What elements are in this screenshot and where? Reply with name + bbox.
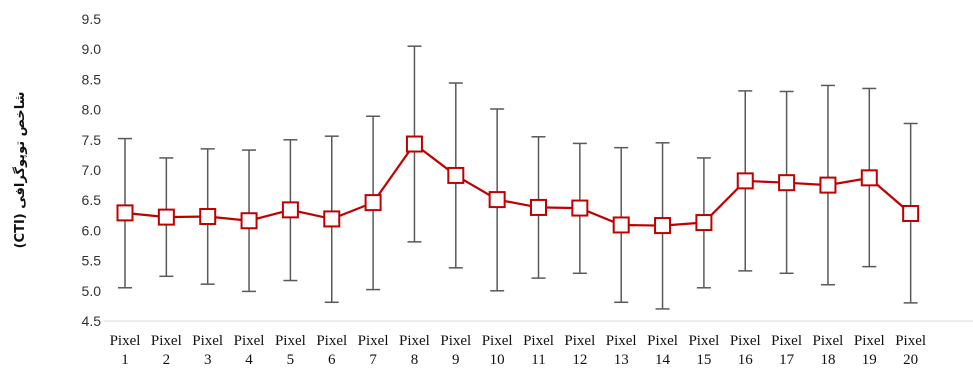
x-tick-label-word: Pixel [523, 333, 554, 349]
y-tick-label: 7.0 [82, 162, 102, 178]
x-tick-label-number: 7 [369, 352, 377, 368]
x-tick-label-word: Pixel [564, 333, 595, 349]
x-tick-label-number: 1 [121, 352, 129, 368]
y-tick-label: 8.5 [82, 71, 102, 87]
data-point-marker [736, 172, 754, 190]
y-tick-label: 6.0 [82, 222, 102, 238]
y-tick-label: 5.0 [82, 283, 102, 299]
x-tick-label-number: 15 [696, 352, 711, 368]
y-tick-label: 9.0 [82, 41, 102, 57]
data-point-marker [571, 199, 589, 217]
x-tick-label-word: Pixel [234, 333, 265, 349]
x-tick-label-number: 3 [204, 352, 212, 368]
data-point-marker [819, 176, 837, 194]
x-tick-label-number: 17 [779, 352, 795, 368]
x-tick-label-word: Pixel [688, 333, 719, 349]
y-axis-ticks: 4.5 5.0 5.5 6.0 6.5 7.0 7.5 8.0 8.5 9.0 9.5 [82, 11, 102, 329]
data-point-marker [530, 198, 547, 216]
x-tick-label-number: 2 [163, 352, 171, 368]
x-tick-label-word: Pixel [275, 333, 306, 349]
data-point-marker [281, 201, 299, 219]
y-tick-label: 8.0 [82, 102, 102, 118]
y-tick-label: 9.5 [82, 11, 102, 27]
x-tick-label-word: Pixel [606, 333, 637, 349]
data-point-marker [116, 204, 134, 222]
data-point-marker [364, 194, 382, 212]
x-tick-label-number: 19 [862, 352, 877, 368]
x-tick-label-number: 10 [490, 352, 505, 368]
x-axis-labels: Pixel 1 Pixel 2 Pixel 3 Pixel 4 Pixel 5 Pixel 6 Pixe… [110, 333, 926, 368]
x-tick-label-word: Pixel [895, 333, 926, 349]
x-tick-label-number: 5 [287, 352, 295, 368]
x-tick-label-word: Pixel [151, 333, 182, 349]
y-axis-title-text: شاخص توپوگرافی (CTI) [12, 92, 28, 249]
x-tick-label-word: Pixel [110, 333, 141, 349]
data-point-marker [612, 216, 630, 234]
x-tick-label-word: Pixel [399, 333, 430, 349]
x-tick-label-word: Pixel [854, 333, 885, 349]
data-point-marker [447, 166, 465, 184]
x-tick-label-number: 14 [655, 352, 671, 368]
data-point-marker [778, 174, 796, 192]
x-tick-label-number: 13 [614, 352, 629, 368]
y-axis-title: شاخص توپوگرافی (CTI) [12, 92, 28, 249]
x-tick-label-number: 18 [820, 352, 835, 368]
y-tick-label: 4.5 [82, 313, 102, 329]
series-markers [116, 135, 920, 235]
y-tick-label: 6.5 [82, 192, 102, 208]
data-point-marker [860, 169, 878, 187]
error-bars [118, 45, 918, 310]
data-point-marker [488, 191, 506, 209]
x-tick-label-word: Pixel [647, 333, 678, 349]
x-tick-label-number: 16 [738, 352, 754, 368]
data-point-marker [405, 135, 423, 153]
data-point-marker [199, 208, 217, 226]
x-tick-label-number: 6 [328, 352, 336, 368]
data-point-marker [323, 210, 341, 228]
y-tick-label: 5.5 [82, 253, 102, 269]
data-point-marker [654, 217, 672, 235]
x-tick-label-word: Pixel [730, 333, 761, 349]
x-tick-label-number: 11 [531, 352, 545, 368]
x-tick-label-word: Pixel [482, 333, 513, 349]
data-point-marker [157, 208, 175, 226]
x-tick-label-word: Pixel [358, 333, 389, 349]
x-tick-label-number: 9 [452, 352, 460, 368]
y-tick-label: 7.5 [82, 132, 102, 148]
x-tick-label-word: Pixel [771, 333, 802, 349]
x-tick-label-word: Pixel [192, 333, 223, 349]
x-tick-label-word: Pixel [813, 333, 844, 349]
x-tick-label-number: 8 [411, 352, 419, 368]
x-tick-label-word: Pixel [440, 333, 471, 349]
x-tick-label-number: 4 [245, 352, 253, 368]
data-point-marker [695, 214, 713, 232]
x-tick-label-number: 12 [572, 352, 587, 368]
data-point-marker [240, 212, 258, 230]
x-tick-label-word: Pixel [316, 333, 347, 349]
data-point-marker [902, 204, 920, 222]
x-tick-label-number: 20 [903, 352, 918, 368]
